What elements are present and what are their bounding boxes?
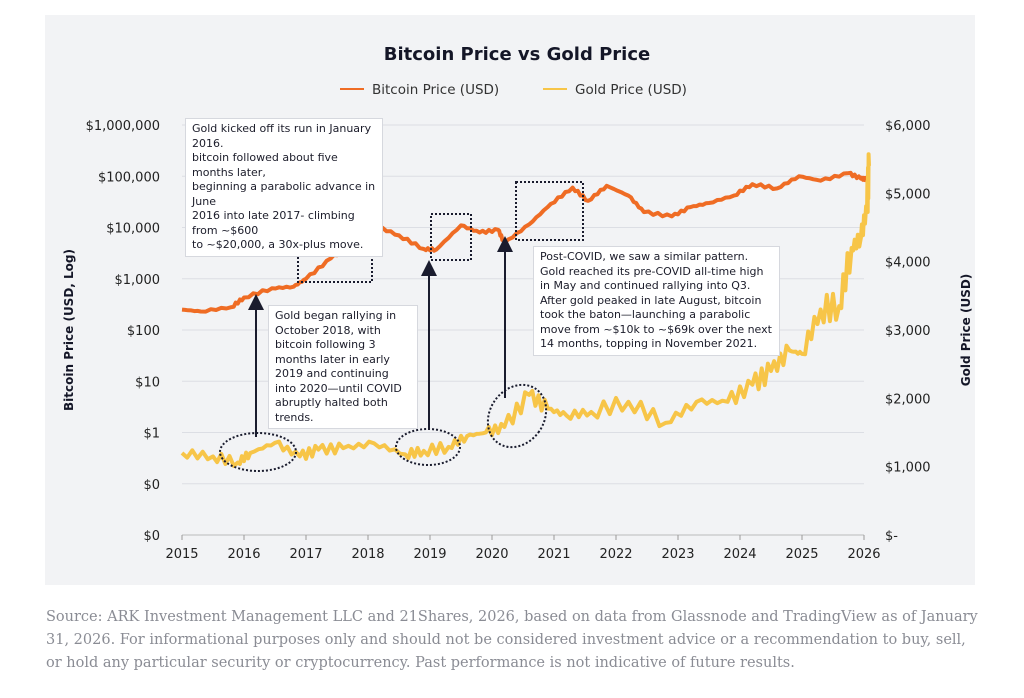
- y-right-tick-label: $3,000: [885, 324, 931, 339]
- x-tick-label: 2022: [599, 547, 632, 562]
- highlight-box-2019: [430, 213, 472, 261]
- highlight-ellipse-2020: [486, 383, 548, 449]
- highlight-ellipse-2019: [395, 428, 461, 466]
- x-tick-label: 2023: [661, 547, 694, 562]
- highlight-box-2020-2021: [515, 181, 584, 241]
- y-axis-left-label: Bitcoin Price (USD, Log): [62, 249, 76, 411]
- legend: Bitcoin Price (USD) Gold Price (USD): [340, 82, 687, 98]
- y-right-tick-label: $-: [885, 529, 898, 544]
- y-left-tick-label: $1,000: [115, 273, 161, 288]
- x-tick-label: 2016: [227, 547, 260, 562]
- x-tick-label: 2015: [165, 547, 198, 562]
- y-left-tick-label: $10,000: [106, 222, 160, 237]
- chart-title: Bitcoin Price vs Gold Price: [384, 44, 650, 65]
- highlight-ellipse-2016: [219, 432, 297, 472]
- x-tick-label: 2018: [351, 547, 384, 562]
- y-left-tick-label: $0: [143, 478, 160, 493]
- y-axis-right-label: Gold Price (USD): [959, 274, 973, 387]
- x-tick-label: 2020: [475, 547, 508, 562]
- legend-label-gold: Gold Price (USD): [575, 82, 687, 98]
- chart-panel: [45, 15, 975, 585]
- annotation-2016: Gold kicked off its run in January 2016.…: [185, 118, 383, 257]
- y-left-tick-label: $0: [143, 529, 160, 544]
- x-tick-label: 2021: [537, 547, 570, 562]
- x-tick-label: 2017: [289, 547, 322, 562]
- gold-price-line: [180, 152, 871, 468]
- y-right-tick-label: $2,000: [885, 392, 931, 407]
- y-right-tick-label: $4,000: [885, 256, 931, 271]
- x-tick-label: 2026: [847, 547, 880, 562]
- y-left-tick-label: $1: [143, 427, 160, 442]
- y-left-tick-label: $10: [135, 375, 160, 390]
- y-right-tick-label: $5,000: [885, 187, 931, 202]
- footnote: Source: ARK Investment Management LLC an…: [46, 609, 978, 671]
- legend-label-bitcoin: Bitcoin Price (USD): [372, 82, 499, 98]
- annotation-2018: Gold began rallying in October 2018, wit…: [268, 305, 418, 429]
- y-left-tick-label: $100,000: [98, 170, 160, 185]
- y-right-tick-label: $1,000: [885, 461, 931, 476]
- x-tick-label: 2025: [785, 547, 818, 562]
- y-left-tick-label: $100: [127, 324, 160, 339]
- x-tick-label: 2024: [723, 547, 756, 562]
- y-left-tick-label: $1,000,000: [86, 119, 160, 134]
- x-tick-label: 2019: [413, 547, 446, 562]
- annotation-2020: Post-COVID, we saw a similar pattern. Go…: [533, 246, 780, 356]
- y-right-tick-label: $6,000: [885, 119, 931, 134]
- bitcoin-price-line: [181, 170, 869, 314]
